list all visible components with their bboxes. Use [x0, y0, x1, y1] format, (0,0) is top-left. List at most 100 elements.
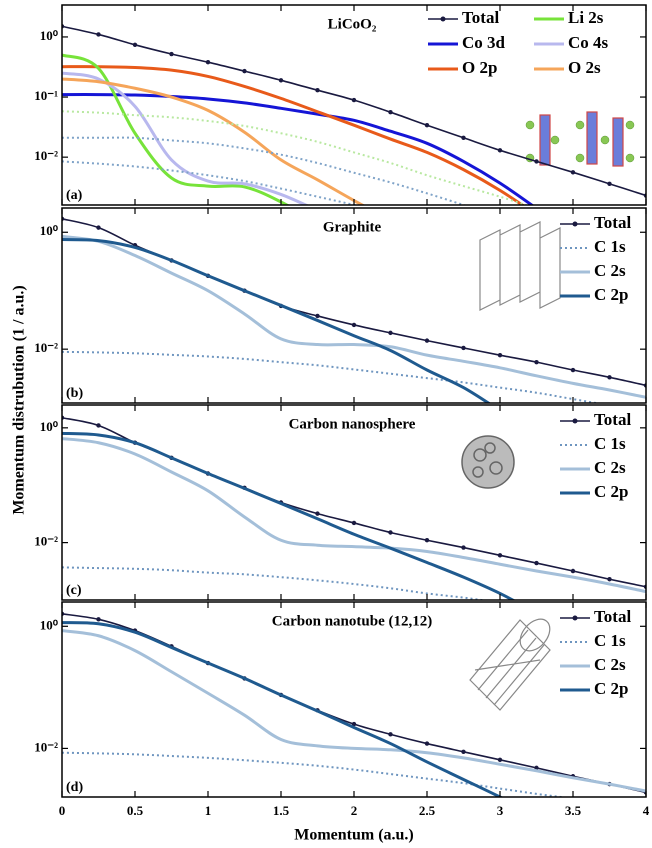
point: [278, 78, 284, 83]
plot-area: [62, 415, 646, 600]
point: [315, 88, 320, 93]
legend-label: C 2s: [594, 458, 626, 477]
panel-title: Carbon nanotube (12,12): [272, 613, 432, 629]
x-tick-label: 0.5: [127, 803, 144, 818]
point: [424, 338, 430, 343]
legend-label: O 2s: [568, 58, 601, 77]
point: [388, 732, 393, 737]
point: [351, 520, 357, 526]
structure-illustration: [479, 221, 561, 311]
point: [461, 345, 466, 351]
legend-label: O 2p: [462, 58, 497, 77]
plot-frame: [61, 601, 647, 798]
plot-frame: [61, 404, 647, 601]
point: [570, 170, 576, 175]
plot-area: [62, 611, 646, 797]
series-line: [62, 437, 646, 594]
point: [351, 322, 357, 328]
point: [388, 530, 393, 535]
point: [96, 32, 101, 37]
point: [424, 741, 430, 746]
legend-label: Li 2s: [568, 8, 604, 27]
point: [607, 181, 612, 187]
series-line: [62, 65, 525, 205]
legend-label: C 2s: [594, 655, 626, 674]
series-line: [62, 416, 646, 588]
point: [461, 749, 466, 754]
point: [169, 51, 174, 57]
panel-title: Graphite: [323, 219, 382, 235]
y-tick-label: 10⁻²: [34, 340, 58, 355]
legend-marker: [440, 16, 446, 22]
x-tick-label: 4: [643, 803, 650, 818]
legend-label: C 1s: [594, 237, 626, 256]
point: [132, 42, 138, 48]
legend-label: C 2s: [594, 261, 626, 280]
plot-area: [62, 216, 646, 403]
series-line: [62, 136, 467, 205]
point: [424, 123, 430, 128]
legend-label: C 1s: [594, 631, 626, 650]
series-line: [62, 110, 529, 205]
y-tick-label: 10⁻²: [34, 739, 58, 754]
point: [497, 352, 503, 358]
legend-label: C 2p: [594, 679, 628, 698]
x-tick-label: 1.5: [273, 803, 290, 818]
legend-label: C 1s: [594, 434, 626, 453]
legend-label: Total: [462, 8, 499, 27]
x-tick-label: 0: [59, 803, 66, 818]
point: [607, 577, 612, 582]
point: [388, 109, 393, 115]
series-line: [62, 751, 569, 797]
y-axis-label: Momentum distrubution (1 / a.u.): [11, 285, 28, 514]
y-tick-label: 10⁻¹: [34, 88, 58, 103]
legend-marker: [572, 221, 578, 227]
legend-label: Total: [594, 410, 631, 429]
plot-frame: [61, 207, 647, 404]
legend-label: C 2p: [594, 285, 628, 304]
point: [570, 367, 576, 373]
plot-frame: [61, 4, 647, 206]
series-line: [62, 613, 646, 794]
legend-label: Co 4s: [568, 33, 609, 52]
x-tick-label: 2: [351, 803, 358, 818]
y-tick-label: 10⁰: [40, 223, 59, 238]
legend-label: C 2p: [594, 482, 628, 501]
point: [424, 538, 430, 543]
panel-label: (c): [66, 583, 82, 598]
y-tick-label: 10⁻²: [34, 148, 58, 163]
point: [351, 721, 357, 727]
series-line: [62, 234, 646, 399]
point: [388, 330, 393, 336]
series-line: [62, 53, 290, 205]
point: [96, 225, 101, 230]
series-line: [62, 218, 646, 387]
panel-label: (d): [66, 780, 83, 795]
y-tick-label: 10⁻²: [34, 534, 58, 549]
x-tick-label: 2.5: [419, 803, 436, 818]
series-line: [62, 621, 504, 797]
point: [534, 159, 539, 164]
x-tick-label: 1: [205, 803, 212, 818]
legend-marker: [572, 615, 578, 621]
point: [497, 148, 503, 153]
x-tick-label: 3.5: [565, 803, 582, 818]
point: [205, 60, 211, 65]
point: [534, 560, 539, 566]
legend-label: Total: [594, 213, 631, 232]
point: [461, 545, 466, 550]
point: [96, 617, 101, 622]
point: [497, 757, 503, 763]
plot-area: [62, 24, 646, 205]
point: [242, 68, 247, 74]
series-line: [62, 629, 646, 793]
point: [570, 568, 576, 574]
x-axis-label: Momentum (a.u.): [294, 827, 414, 844]
point: [534, 359, 539, 365]
structure-illustration: [461, 435, 515, 489]
x-tick-label: 3: [497, 803, 504, 818]
point: [96, 423, 101, 428]
structure-illustration: [469, 618, 551, 711]
point: [497, 553, 503, 558]
